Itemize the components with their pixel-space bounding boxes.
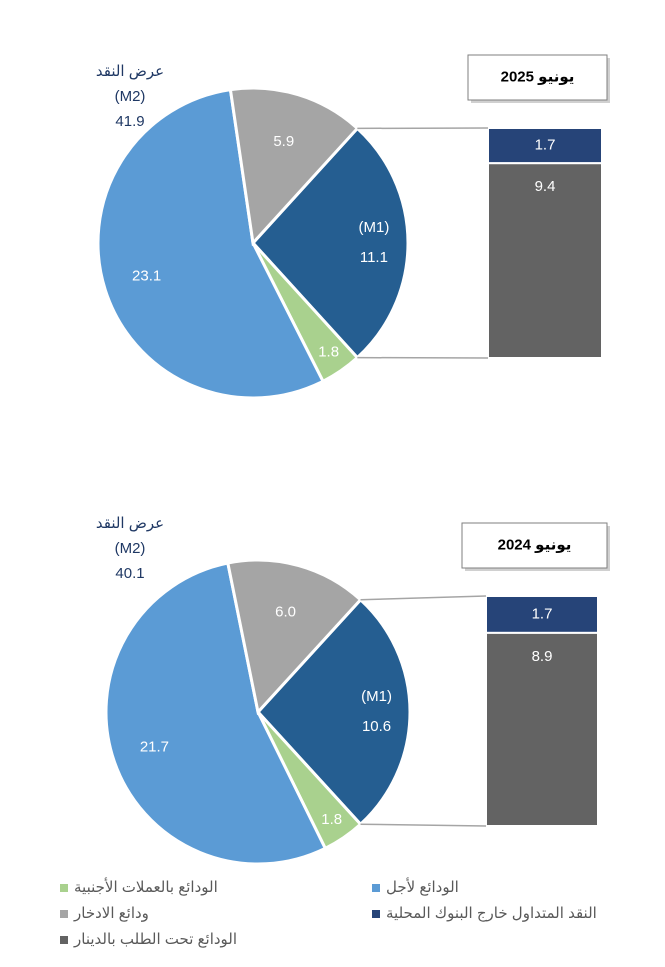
legend-label: ودائع الادخار	[73, 905, 149, 922]
legend-swatch	[60, 884, 68, 892]
legend-label: الودائع تحت الطلب بالدينار	[73, 931, 237, 948]
slice-label: 21.7	[140, 738, 169, 755]
slice-label: 1.8	[318, 344, 339, 361]
slice-label: 23.1	[132, 268, 161, 285]
connector	[361, 824, 486, 826]
total-label: عرض النقد	[96, 63, 164, 80]
bar-label: 1.7	[535, 137, 556, 154]
page: (M1) 11.1 1.8 23.1 5.9 1.7 9.4 يونيو 2025 عرض ال…	[0, 0, 665, 967]
m1-label: (M1)	[358, 219, 389, 236]
connector	[361, 596, 486, 600]
m1-label: (M1)	[361, 688, 392, 705]
legend-swatch	[372, 910, 380, 918]
slice-label: 6.0	[275, 603, 296, 620]
slice-label: 11.1	[360, 249, 388, 266]
chart-title: يونيو 2024	[498, 536, 572, 553]
bar-label: 8.9	[532, 648, 553, 665]
slice-label: 1.8	[321, 811, 342, 828]
legend-label: الودائع لأجل	[386, 877, 459, 896]
total-value: 40.1	[115, 565, 144, 582]
slice-label: 5.9	[273, 133, 294, 150]
total-value: 41.9	[115, 113, 144, 130]
total-label: عرض النقد	[96, 515, 164, 532]
legend-label: الودائع بالعملات الأجنبية	[74, 877, 218, 896]
total-name: (M2)	[115, 540, 146, 557]
slice-label: 10.6	[362, 718, 391, 735]
legend-label: النقد المتداول خارج البنوك المحلية	[386, 905, 597, 923]
bar-label: 9.4	[535, 178, 556, 195]
total-name: (M2)	[115, 88, 146, 105]
chart-title: يونيو 2025	[501, 68, 575, 85]
legend-swatch	[60, 936, 68, 944]
bar-label: 1.7	[532, 605, 553, 622]
legend-swatch	[60, 910, 68, 918]
legend-swatch	[372, 884, 380, 892]
